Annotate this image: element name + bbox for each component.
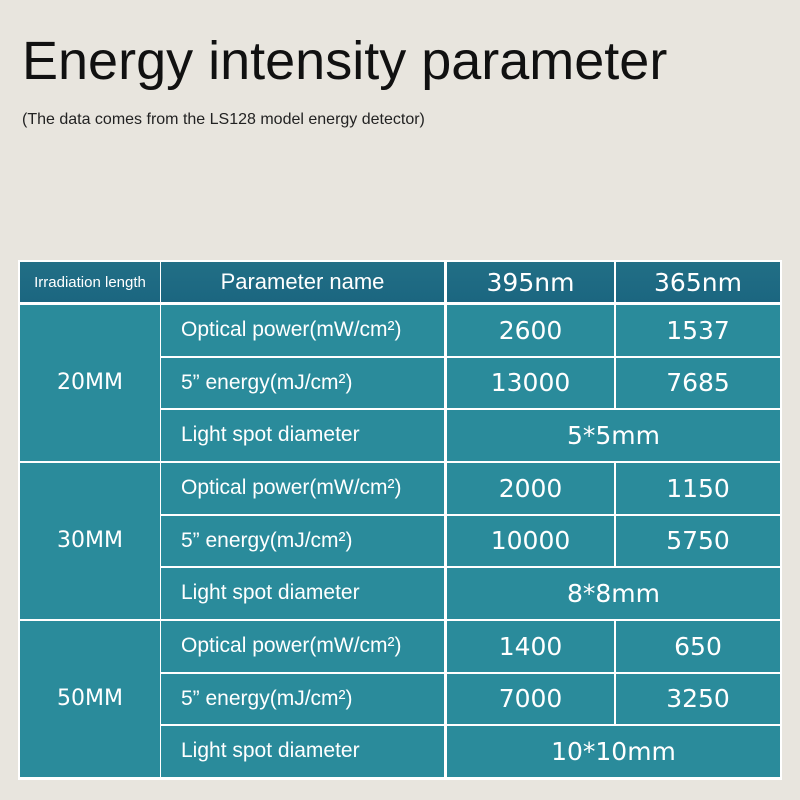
value-cell: 2000: [447, 463, 614, 514]
parameter-name: Optical power(mW/cm²): [161, 621, 444, 672]
value-cell: 8*8mm: [447, 568, 780, 619]
parameter-name: Optical power(mW/cm²): [161, 463, 444, 514]
subtitle: (The data comes from the LS128 model ene…: [22, 111, 425, 128]
irradiation-length: 30MM: [20, 463, 160, 619]
value-cell: 650: [616, 621, 780, 672]
parameter-name: Light spot diameter: [161, 568, 444, 619]
value-cell: 1537: [616, 305, 780, 356]
table: Irradiation length Parameter name 395nm 365…: [18, 260, 782, 780]
parameter-name: Light spot diameter: [161, 410, 444, 461]
value-cell: 7685: [616, 357, 780, 408]
column-header: 395nm: [447, 262, 614, 302]
value-cell: 13000: [447, 357, 614, 408]
parameter-name: 5” energy(mJ/cm²): [161, 357, 444, 408]
value-cell: 10000: [447, 515, 614, 566]
value-cell: 5*5mm: [447, 410, 780, 461]
value-cell: 10*10mm: [447, 726, 780, 777]
parameter-name: 5” energy(mJ/cm²): [161, 673, 444, 724]
parameter-name: 5” energy(mJ/cm²): [161, 515, 444, 566]
title: Energy intensity parameter: [22, 31, 668, 91]
value-cell: 1150: [616, 463, 780, 514]
value-cell: 7000: [447, 673, 614, 724]
irradiation-length: 20MM: [20, 305, 160, 461]
irradiation-length: 50MM: [20, 621, 160, 777]
value-cell: 2600: [447, 305, 614, 356]
value-cell: 1400: [447, 621, 614, 672]
parameter-name: Light spot diameter: [161, 726, 444, 777]
column-header: Irradiation length: [20, 262, 160, 302]
value-cell: 3250: [616, 673, 780, 724]
column-header: 365nm: [616, 262, 780, 302]
parameter-name: Optical power(mW/cm²): [161, 305, 444, 356]
value-cell: 5750: [616, 515, 780, 566]
column-header: Parameter name: [161, 262, 444, 302]
